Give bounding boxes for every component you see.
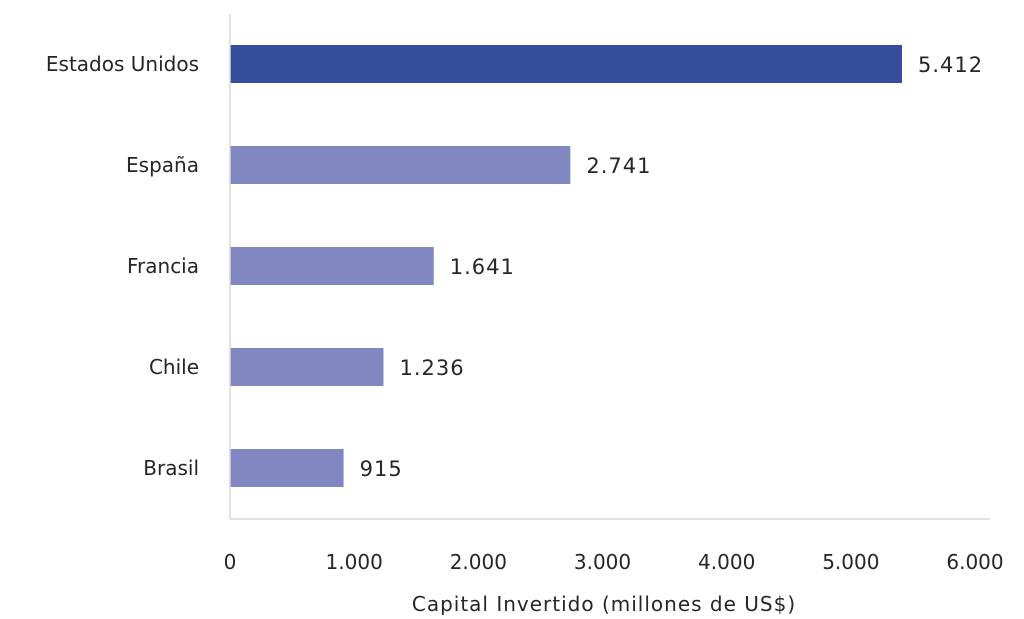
x-axis-title: Capital Invertido (millones de US$) bbox=[412, 592, 796, 615]
value-label: 1.236 bbox=[399, 356, 464, 380]
value-labels: 5.412 2.741 1.641 1.236 915 bbox=[360, 53, 983, 481]
axes-layer bbox=[229, 14, 990, 520]
bar-españa bbox=[230, 146, 571, 184]
category-label: España bbox=[126, 153, 199, 177]
x-tick-label: 6.000 bbox=[946, 550, 1003, 574]
x-tick-label: 5.000 bbox=[822, 550, 879, 574]
value-label: 1.641 bbox=[450, 255, 515, 279]
value-label: 915 bbox=[360, 457, 403, 481]
bar-chile bbox=[230, 348, 384, 386]
x-tick-label: 1.000 bbox=[326, 550, 383, 574]
bar-brasil bbox=[230, 449, 344, 487]
category-label: Chile bbox=[149, 355, 199, 379]
bars-layer bbox=[230, 45, 902, 487]
x-tick-label: 0 bbox=[224, 550, 237, 574]
category-labels: Estados Unidos España Francia Chile Brasil bbox=[46, 52, 199, 480]
x-tick-labels: 0 1.000 2.000 3.000 4.000 5.000 6.000 bbox=[224, 550, 1004, 574]
category-label: Francia bbox=[127, 254, 199, 278]
x-tick-label: 2.000 bbox=[450, 550, 507, 574]
category-label: Brasil bbox=[143, 456, 199, 480]
x-tick-label: 3.000 bbox=[574, 550, 631, 574]
x-tick-label: 4.000 bbox=[698, 550, 755, 574]
value-label: 5.412 bbox=[918, 53, 983, 77]
value-label: 2.741 bbox=[586, 154, 651, 178]
category-label: Estados Unidos bbox=[46, 52, 199, 76]
bar-francia bbox=[230, 247, 434, 285]
bar-estados-unidos bbox=[230, 45, 902, 83]
